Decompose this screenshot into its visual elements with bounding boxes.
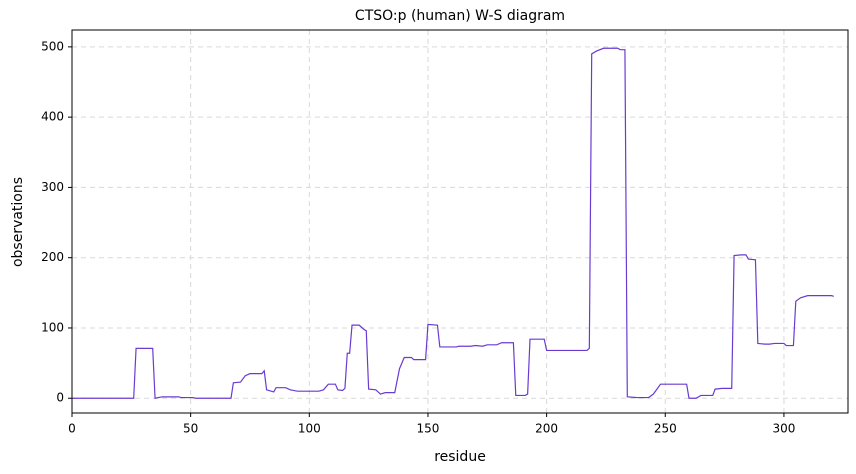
- y-tick-label: 500: [41, 39, 64, 53]
- y-tick-label: 300: [41, 180, 64, 194]
- chart-title: CTSO:p (human) W-S diagram: [355, 8, 565, 24]
- x-tick-label: 200: [535, 422, 558, 436]
- data-line: [72, 47, 834, 399]
- x-tick-label: 150: [417, 422, 440, 436]
- x-tick-label: 100: [298, 422, 321, 436]
- y-tick-label: 400: [41, 110, 64, 124]
- y-tick-label: 0: [56, 391, 64, 405]
- x-tick-label: 300: [772, 422, 795, 436]
- x-tick-label: 0: [68, 422, 76, 436]
- plot-frame: [71, 29, 849, 414]
- y-tick-label: 100: [41, 320, 64, 334]
- x-axis-label: residue: [434, 449, 486, 465]
- x-tick-label: 50: [183, 422, 198, 436]
- y-axis-label: observations: [10, 177, 26, 267]
- plot-area: [72, 47, 834, 399]
- x-tick-label: 250: [654, 422, 677, 436]
- grid: [71, 30, 848, 413]
- y-tick-label: 200: [41, 250, 64, 264]
